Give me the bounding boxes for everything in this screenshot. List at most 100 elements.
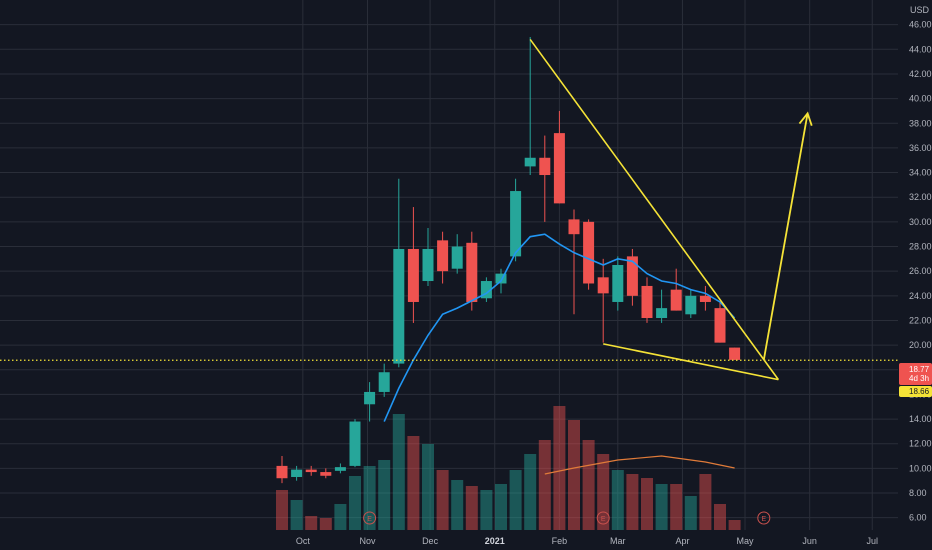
- candle-body: [729, 347, 741, 360]
- candle-body: [378, 372, 390, 392]
- volume-bar: [670, 484, 683, 530]
- volume-bar: [465, 486, 478, 530]
- price-tick-label: 20.00: [909, 340, 932, 350]
- candle-body: [670, 289, 682, 311]
- price-tick-label: 24.00: [909, 291, 932, 301]
- price-tick-label: 22.00: [909, 315, 932, 325]
- candle-body: [466, 242, 478, 302]
- price-tick-label: 44.00: [909, 44, 932, 54]
- candle-body: [422, 248, 434, 282]
- svg-text:E: E: [367, 516, 372, 523]
- candle-body: [276, 465, 288, 479]
- volume-bar: [582, 440, 595, 530]
- price-tick-label: 28.00: [909, 242, 932, 252]
- time-tick-label: May: [737, 536, 755, 546]
- candle-body: [451, 246, 463, 269]
- volume-bar: [553, 406, 566, 530]
- price-tick-label: 26.00: [909, 266, 932, 276]
- candle-body: [495, 273, 507, 284]
- price-tick-label: 8.00: [909, 488, 927, 498]
- price-tick-label: 14.00: [909, 414, 932, 424]
- time-tick-label: Nov: [360, 536, 377, 546]
- time-tick-label: Dec: [422, 536, 439, 546]
- candle-body: [364, 391, 376, 405]
- price-tick-label: 34.00: [909, 168, 932, 178]
- wedge-upper-trendline: [529, 38, 780, 381]
- candle-body: [334, 467, 346, 471]
- price-tick-label: 6.00: [909, 513, 927, 523]
- trendline-drawings[interactable]: [529, 38, 813, 381]
- volume-bar: [699, 474, 712, 530]
- volume-bars: [276, 406, 741, 530]
- svg-text:E: E: [761, 516, 766, 523]
- volume-bar: [319, 518, 332, 530]
- candle-body: [407, 248, 419, 302]
- candle-body: [480, 281, 492, 299]
- volume-bar: [334, 504, 347, 530]
- price-tick-label: 46.00: [909, 20, 932, 30]
- moving-average-line: [383, 233, 736, 422]
- candle-body: [656, 308, 668, 318]
- candle-body: [568, 219, 580, 235]
- candle-body: [553, 133, 565, 204]
- wedge-lower-trendline: [603, 343, 779, 381]
- volume-bar: [626, 474, 639, 530]
- current-price-tag: 18.77 4d 3h: [899, 363, 932, 385]
- volume-bar: [276, 490, 288, 530]
- volume-bar: [451, 480, 464, 530]
- price-tick-label: 32.00: [909, 192, 932, 202]
- time-tick-label: Feb: [552, 536, 568, 546]
- time-tick-label: Apr: [675, 536, 689, 546]
- time-tick-label: Mar: [610, 536, 626, 546]
- candle-body: [685, 295, 697, 315]
- breakout-arrow-head: [798, 111, 813, 127]
- candle-body: [291, 469, 303, 477]
- volume-bar: [436, 470, 449, 530]
- candle-body: [699, 295, 711, 302]
- volume-bar: [422, 444, 434, 530]
- earnings-e-icon: E: [757, 511, 771, 525]
- volume-bar: [407, 436, 420, 530]
- price-axis-background[interactable]: [898, 0, 932, 530]
- candle-body: [597, 277, 609, 294]
- volume-bar: [714, 504, 726, 530]
- candle-body: [305, 469, 317, 473]
- earnings-e-icon: E: [363, 511, 377, 525]
- volume-bar: [480, 490, 493, 530]
- candle-body: [524, 157, 536, 167]
- currency-label: USD: [910, 5, 930, 15]
- volume-bar: [363, 466, 376, 530]
- volume-bar: [509, 470, 522, 530]
- candle-body: [626, 256, 638, 296]
- candle-body: [714, 308, 726, 343]
- price-axis[interactable]: 46.00 44.00 42.00 40.00 38.00 36.00 34.00 32.00…: [909, 20, 932, 523]
- price-tick-label: 12.00: [909, 439, 932, 449]
- candlestick-series: [276, 36, 741, 484]
- earnings-e-icon: E: [596, 511, 610, 525]
- volume-bar: [728, 520, 741, 530]
- price-tick-label: 36.00: [909, 143, 932, 153]
- svg-text:E: E: [601, 516, 606, 523]
- time-axis[interactable]: Oct Nov Dec 2021 Feb Mar Apr May Jun Jul: [296, 536, 878, 546]
- price-tick-label: 42.00: [909, 69, 932, 79]
- price-tick-label: 38.00: [909, 118, 932, 128]
- grid-lines: [0, 0, 898, 530]
- volume-bar: [568, 420, 580, 530]
- volume-bar: [349, 476, 361, 530]
- candle-body: [320, 472, 332, 476]
- volume-bar: [378, 460, 391, 530]
- volume-moving-average-line: [544, 455, 735, 475]
- time-tick-label: Jun: [802, 536, 817, 546]
- price-tick-label: 30.00: [909, 217, 932, 227]
- volume-bar: [655, 484, 668, 530]
- candle-body: [612, 265, 624, 302]
- time-tick-label: Oct: [296, 536, 311, 546]
- price-tick-label: 10.00: [909, 463, 932, 473]
- volume-bar: [684, 496, 697, 530]
- candle-body: [349, 421, 361, 466]
- candle-body: [437, 240, 449, 272]
- time-axis-background[interactable]: [0, 530, 898, 550]
